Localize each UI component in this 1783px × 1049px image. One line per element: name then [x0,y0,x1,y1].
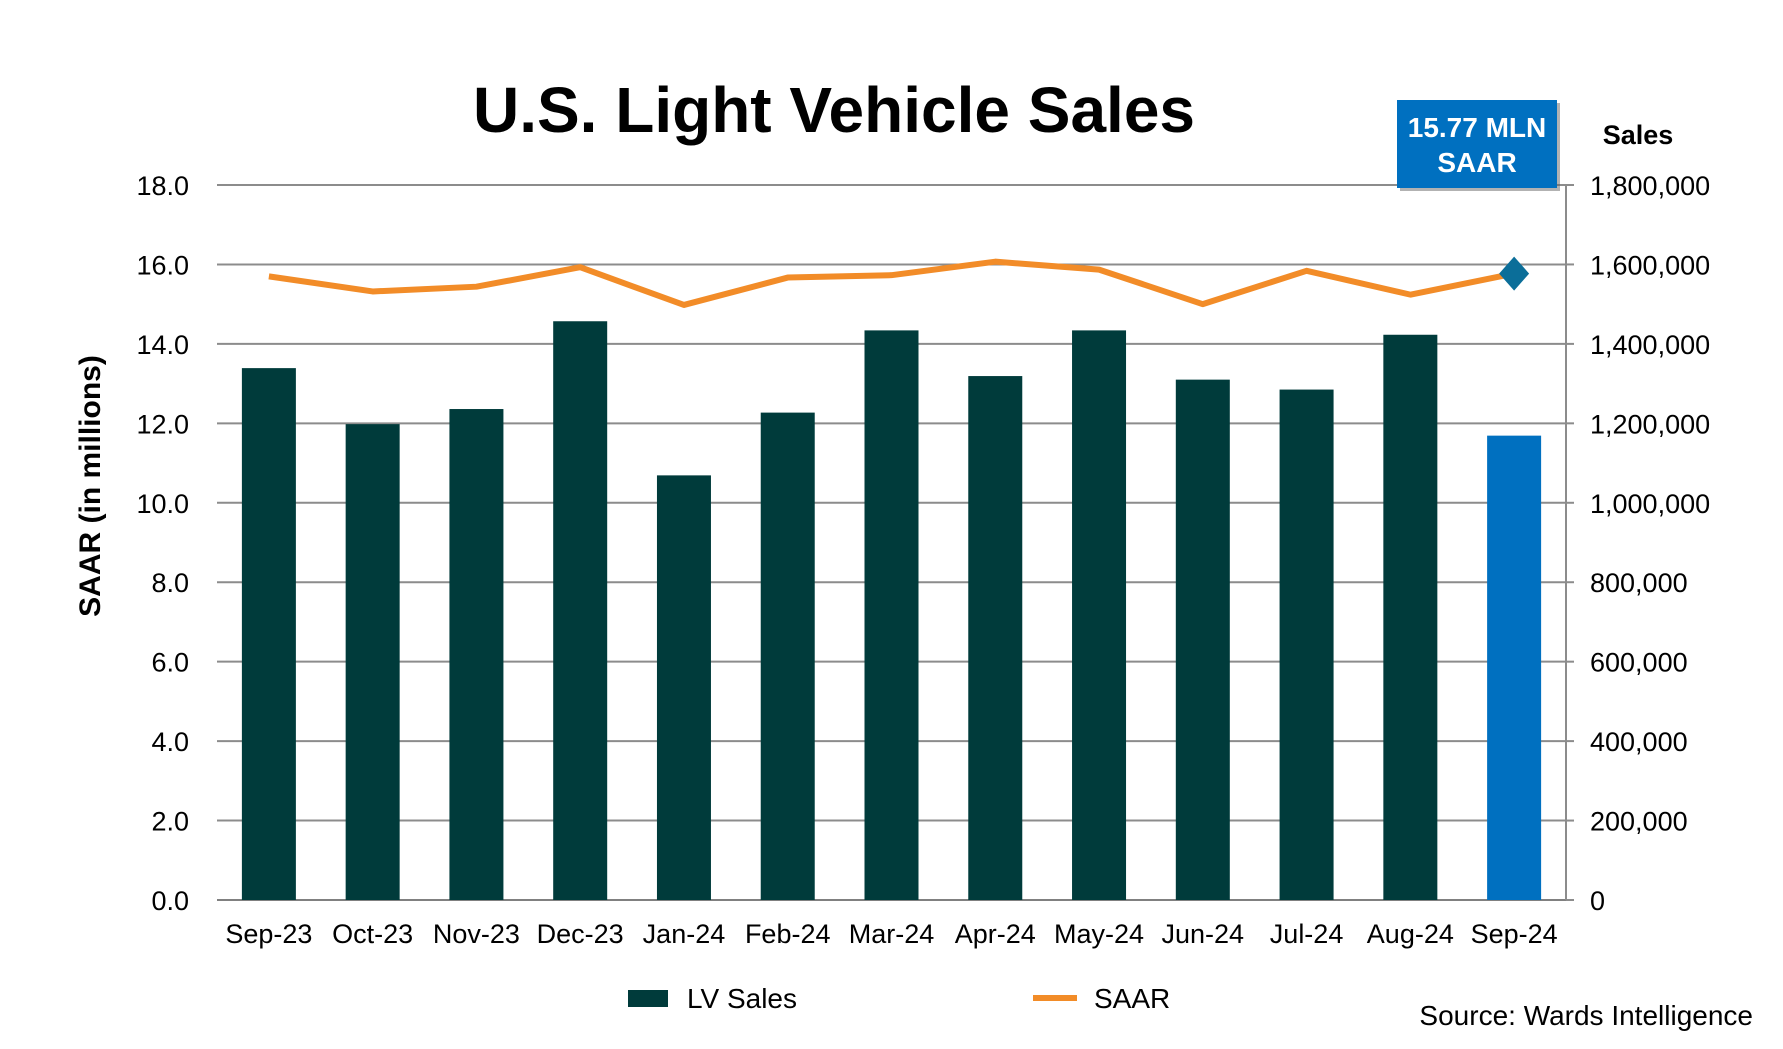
left-tick-label: 18.0 [136,171,189,201]
x-tick-label: Apr-24 [955,919,1036,949]
legend-label-lv-sales: LV Sales [687,983,797,1014]
bars [241,321,1542,901]
right-tick-label: 400,000 [1590,727,1688,757]
left-tick-label: 16.0 [136,250,189,280]
callout-box: 15.77 MLN SAAR [1397,100,1560,191]
right-tick-label: 200,000 [1590,807,1688,837]
callout-line2: SAAR [1437,147,1516,178]
legend: LV Sales SAAR [628,983,1170,1014]
right-tick-label: 1,200,000 [1590,409,1710,439]
left-tick-label: 10.0 [136,489,189,519]
x-tick-label: Aug-24 [1367,919,1454,949]
bar-May-24 [1072,330,1127,901]
x-tick-label: Jun-24 [1162,919,1245,949]
left-tick-label: 6.0 [151,648,189,678]
bar-Jan-24 [656,475,711,900]
bar-Dec-23 [553,321,608,901]
bar-Nov-23 [449,409,504,900]
bar-Mar-24 [864,330,919,901]
left-tick-label: 4.0 [151,727,189,757]
right-tick-label: 0 [1590,886,1605,916]
x-axis-ticks: Sep-23 Oct-23 Nov-23 Dec-23 Jan-24 Feb-24 Mar-… [225,919,1557,949]
left-tick-label: 2.0 [151,807,189,837]
x-tick-label: Feb-24 [745,919,831,949]
right-tick-label: 600,000 [1590,648,1688,678]
saar-diamond-marker [1499,256,1530,291]
source-note: Source: Wards Intelligence [1419,1000,1753,1031]
legend-label-saar: SAAR [1094,983,1170,1014]
legend-swatch-lv-sales [628,990,668,1007]
chart-title: U.S. Light Vehicle Sales [473,74,1195,146]
y-axis-label: SAAR (in millions) [74,355,107,617]
left-tick-label: 0.0 [151,886,189,916]
right-tick-label: 1,800,000 [1590,171,1710,201]
x-tick-label: May-24 [1054,919,1144,949]
x-tick-label: Dec-23 [537,919,624,949]
bar-Apr-24 [968,376,1023,900]
right-axis-label: Sales [1603,120,1674,150]
left-tick-label: 12.0 [136,409,189,439]
right-tick-label: 800,000 [1590,568,1688,598]
right-tick-label: 1,000,000 [1590,489,1710,519]
left-tick-label: 8.0 [151,568,189,598]
x-tick-label: Mar-24 [849,919,935,949]
bar-Oct-23 [345,424,400,900]
x-tick-label: Sep-23 [225,919,312,949]
callout-line1: 15.77 MLN [1408,112,1547,143]
right-axis-ticks: 0 200,000 400,000 600,000 800,000 1,000,000 1,… [1590,171,1710,916]
bar-Aug-24 [1383,334,1438,900]
x-tick-label: Oct-23 [332,919,413,949]
x-tick-label: Nov-23 [433,919,520,949]
bar-Feb-24 [760,412,815,900]
bar-Sep-24 [1487,435,1542,900]
bar-Jun-24 [1175,379,1230,900]
bar-Sep-23 [241,368,296,900]
left-tick-label: 14.0 [136,330,189,360]
bar-Jul-24 [1279,389,1334,900]
right-tick-label: 1,600,000 [1590,250,1710,280]
x-tick-label: Jan-24 [643,919,726,949]
saar-line [268,256,1530,308]
right-tick-label: 1,400,000 [1590,330,1710,360]
left-axis-ticks: 0.0 2.0 4.0 6.0 8.0 10.0 12.0 14.0 16.0 18.0 [136,171,189,916]
saar-polyline [268,258,1515,308]
x-tick-label: Sep-24 [1471,919,1558,949]
x-tick-label: Jul-24 [1270,919,1344,949]
